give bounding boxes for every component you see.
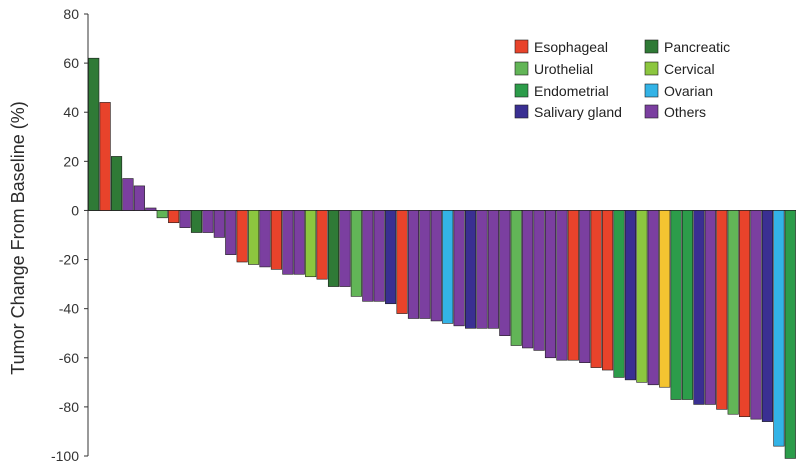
bar xyxy=(567,210,579,361)
bar xyxy=(579,210,591,363)
bar xyxy=(533,210,545,351)
y-axis-label: Tumor Change From Baseline (%) xyxy=(8,101,28,374)
legend-swatch xyxy=(644,83,659,98)
y-tick-label: 0 xyxy=(71,202,79,218)
legend-label: Others xyxy=(664,104,706,120)
bar xyxy=(202,210,214,233)
bar xyxy=(522,210,534,349)
legend-swatch xyxy=(514,83,529,98)
bar xyxy=(670,210,682,400)
legend-label: Ovarian xyxy=(664,83,713,99)
bar xyxy=(419,210,431,319)
y-tick-label: 20 xyxy=(63,153,79,169)
bar xyxy=(784,210,796,459)
legend-label: Endometrial xyxy=(534,83,609,99)
bar xyxy=(179,210,191,228)
bar xyxy=(464,210,477,329)
bar xyxy=(259,210,271,268)
bar xyxy=(499,210,511,336)
legend-label: Salivary gland xyxy=(534,104,622,120)
bar xyxy=(327,210,340,287)
legend-swatch xyxy=(644,104,659,119)
bar xyxy=(407,210,420,319)
bar xyxy=(681,210,694,400)
bar xyxy=(773,210,785,447)
bar xyxy=(442,210,454,324)
legend-label: Cervical xyxy=(664,61,715,77)
bar xyxy=(487,210,499,329)
bar xyxy=(248,210,260,265)
bar xyxy=(339,210,351,287)
bar xyxy=(293,210,305,275)
bar xyxy=(590,210,602,368)
bar xyxy=(739,210,751,418)
bar xyxy=(510,210,522,346)
bar xyxy=(111,156,123,211)
bar xyxy=(373,210,385,302)
y-tick-label: -80 xyxy=(59,399,79,415)
legend-swatch xyxy=(514,39,529,54)
legend-swatch xyxy=(514,61,529,76)
bars-layer xyxy=(88,57,796,459)
bar xyxy=(122,178,134,211)
bar xyxy=(305,210,317,278)
y-tick-label: -20 xyxy=(59,252,79,268)
bar xyxy=(602,210,614,371)
bar xyxy=(476,210,488,329)
y-tick-label: 80 xyxy=(63,6,79,22)
legend-label: Urothelial xyxy=(534,61,593,77)
bar xyxy=(750,210,762,420)
bar xyxy=(225,210,237,255)
bar xyxy=(156,210,168,219)
bar xyxy=(704,210,716,405)
bar xyxy=(624,210,636,381)
bar xyxy=(716,210,728,410)
bar xyxy=(761,210,774,422)
legend: Esophageal Pancreatic Urothelial Cervical En… xyxy=(514,39,730,120)
bar xyxy=(396,210,408,314)
legend-label: Esophageal xyxy=(534,39,608,55)
bar xyxy=(316,210,328,280)
bar xyxy=(168,210,180,224)
bar xyxy=(190,210,203,233)
bar xyxy=(385,210,397,305)
bar xyxy=(282,210,294,275)
bar xyxy=(636,210,648,383)
bar xyxy=(556,210,568,361)
legend-swatch xyxy=(514,104,529,119)
bar xyxy=(430,210,442,322)
y-tick-label: -40 xyxy=(59,301,79,317)
y-tick-label: 60 xyxy=(63,55,79,71)
bar xyxy=(647,210,659,386)
bar xyxy=(693,210,705,405)
y-tick-label: -100 xyxy=(51,448,79,464)
bar xyxy=(544,210,557,359)
legend-swatch xyxy=(644,39,659,54)
bar xyxy=(99,102,111,211)
legend-swatch xyxy=(644,61,659,76)
bar xyxy=(453,210,465,327)
bar xyxy=(727,210,739,415)
y-tick-label: -60 xyxy=(59,350,79,366)
legend-label: Pancreatic xyxy=(664,39,730,55)
bar xyxy=(88,57,100,211)
bar xyxy=(659,210,671,388)
y-tick-label: 40 xyxy=(63,104,79,120)
bar xyxy=(145,207,157,211)
bar xyxy=(270,210,282,270)
bar xyxy=(362,210,374,302)
bar xyxy=(350,210,362,297)
bar xyxy=(133,185,145,211)
bar xyxy=(236,210,248,263)
bar xyxy=(213,210,225,238)
bar xyxy=(613,210,625,378)
